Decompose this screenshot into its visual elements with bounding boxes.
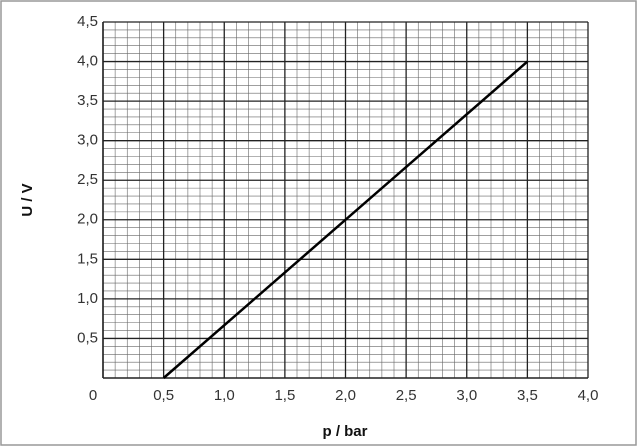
x-tick-label: 0,5	[153, 387, 174, 404]
y-tick-label: 3,5	[77, 92, 98, 109]
y-tick-label: 1,5	[77, 250, 98, 267]
y-tick-label: 4,0	[77, 53, 98, 70]
x-tick-label: 0	[89, 387, 97, 404]
data-line	[162, 60, 529, 379]
x-tick-label: 4,0	[578, 387, 599, 404]
y-tick-label: 0,5	[77, 329, 98, 346]
y-tick-label: 1,0	[77, 290, 98, 307]
y-tick-label: 4,5	[77, 13, 98, 30]
y-tick-label: 2,5	[77, 171, 98, 188]
x-tick-label: 1,5	[274, 387, 295, 404]
y-tick-label: 3,0	[77, 132, 98, 149]
y-axis-title: U / V	[19, 183, 36, 216]
x-axis-title: p / bar	[322, 423, 367, 440]
x-tick-label: 2,0	[335, 387, 356, 404]
y-tick-label: 2,0	[77, 211, 98, 228]
x-tick-label: 3,5	[517, 387, 538, 404]
x-tick-label: 3,0	[456, 387, 477, 404]
x-tick-label: 1,0	[214, 387, 235, 404]
x-tick-label: 2,5	[396, 387, 417, 404]
